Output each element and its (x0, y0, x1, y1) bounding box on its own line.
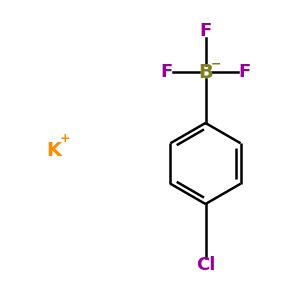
Text: Cl: Cl (196, 256, 215, 274)
Text: −: − (211, 57, 221, 70)
Text: B: B (198, 62, 213, 82)
Text: F: F (200, 22, 211, 40)
Text: F: F (160, 63, 172, 81)
Text: K: K (46, 140, 62, 160)
Text: F: F (238, 63, 250, 81)
Text: +: + (60, 132, 71, 145)
